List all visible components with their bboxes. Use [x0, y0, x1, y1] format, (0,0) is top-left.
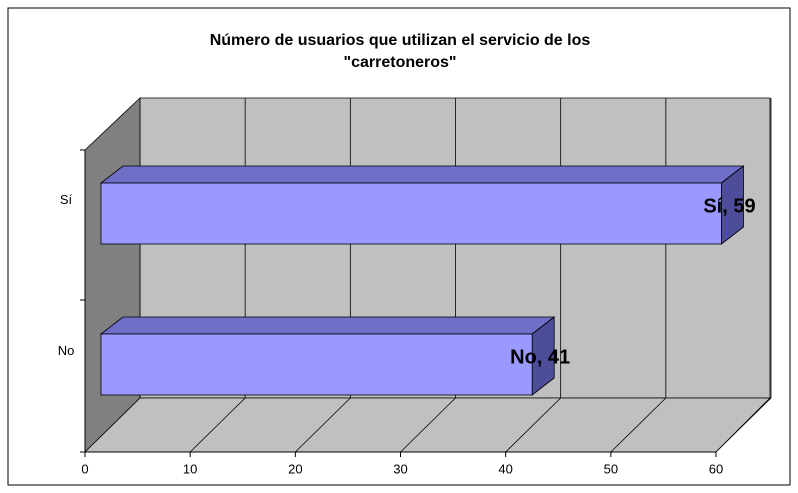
- y-tick-label: No: [58, 343, 75, 358]
- y-tick-label: Sí: [60, 192, 73, 207]
- floor-grid-line: [715, 397, 772, 453]
- x-tick-label: 0: [81, 461, 88, 476]
- x-tick-label: 30: [393, 461, 407, 476]
- bar: [100, 333, 533, 396]
- floor-grid-line: [610, 397, 667, 453]
- x-tick-label: 10: [183, 461, 197, 476]
- bar: [100, 182, 722, 245]
- floor-grid-line: [400, 397, 456, 453]
- chart-title: Número de usuarios que utilizan el servi…: [209, 32, 591, 71]
- data-label: No, 41: [510, 346, 570, 368]
- floor-grid-line: [505, 397, 561, 453]
- x-tick-label: 40: [498, 461, 512, 476]
- bar-top: [99, 165, 745, 184]
- floor-grid-line: [189, 397, 246, 453]
- x-tick-label: 50: [604, 461, 618, 476]
- x-tick-label: 60: [709, 461, 723, 476]
- side-wall: [84, 97, 141, 453]
- bar-top: [99, 316, 556, 335]
- x-tick-label: 20: [288, 461, 302, 476]
- floor-grid-line: [295, 397, 351, 453]
- data-label: Sí, 59: [703, 195, 755, 217]
